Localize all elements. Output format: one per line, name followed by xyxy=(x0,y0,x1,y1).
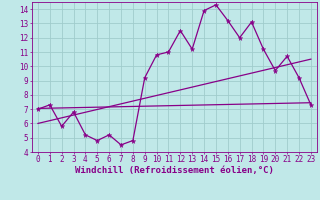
X-axis label: Windchill (Refroidissement éolien,°C): Windchill (Refroidissement éolien,°C) xyxy=(75,166,274,175)
